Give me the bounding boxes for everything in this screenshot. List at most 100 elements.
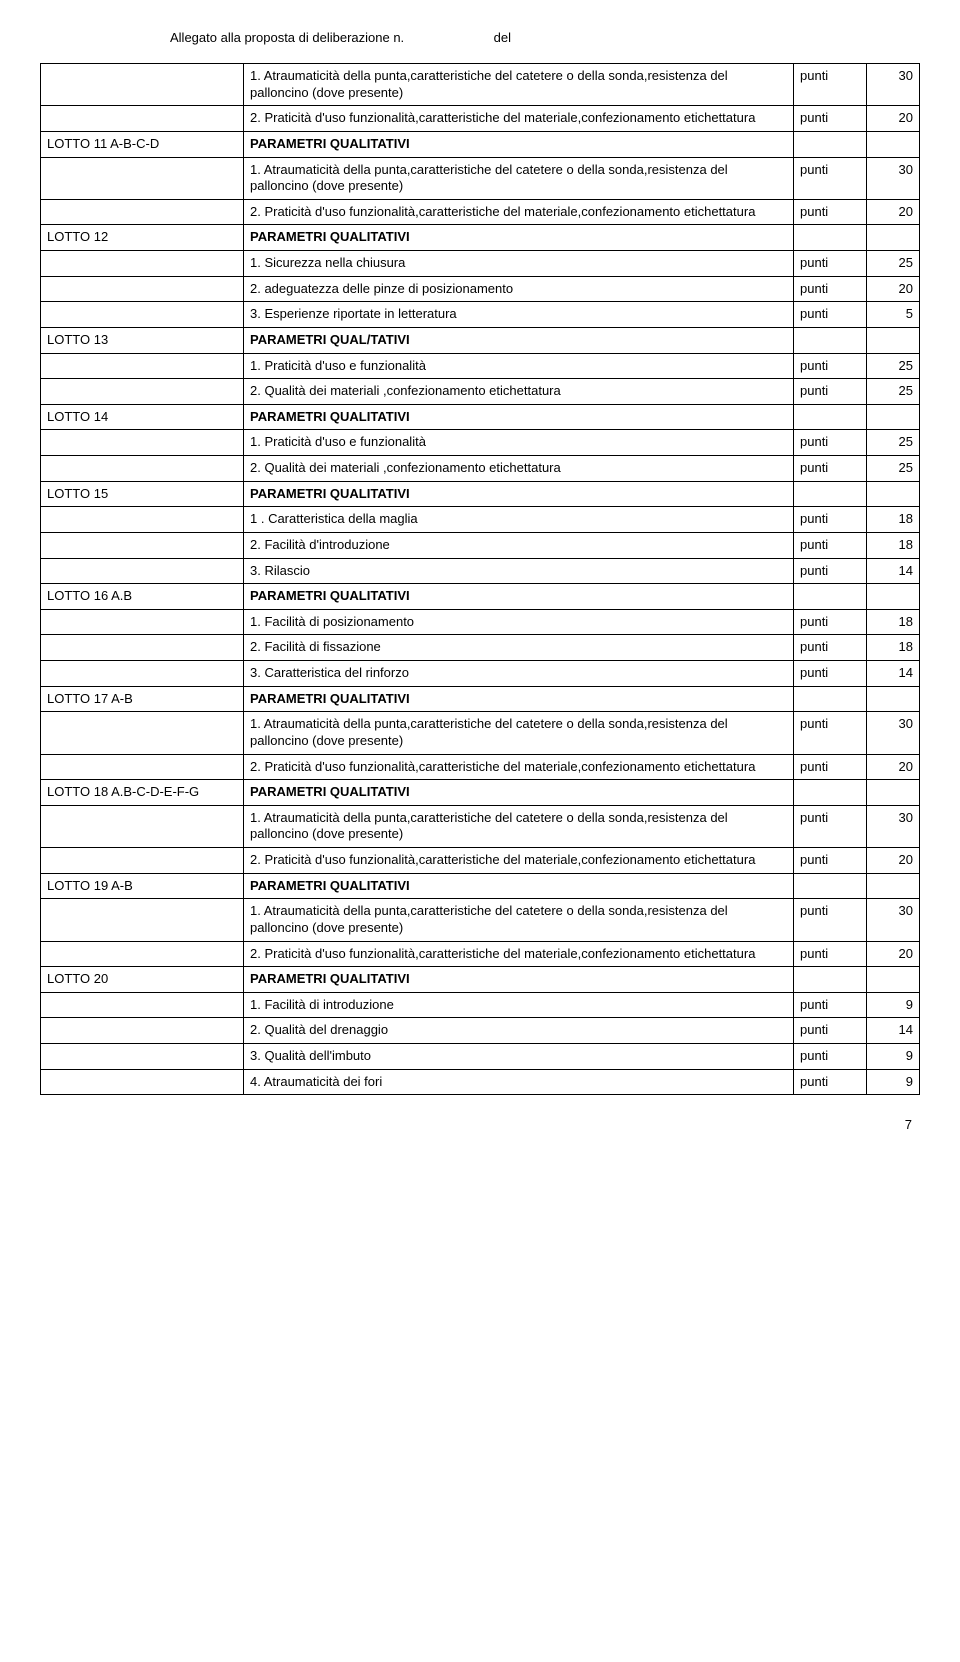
page-number: 7 [40,1117,920,1132]
header-right: del [494,30,534,45]
value: 30 [867,157,920,199]
value: 25 [867,353,920,379]
section-header: PARAMETRI QUALITATIVI [244,584,794,610]
table-row: 3. Esperienze riportate in letteratura p… [41,302,920,328]
table-row: 2. Praticità d'uso funzionalità,caratter… [41,848,920,874]
table-row: 1. Atraumaticità della punta,caratterist… [41,899,920,941]
table-row: 3. Rilascio punti 14 [41,558,920,584]
table-row: 2. Qualità del drenaggio punti 14 [41,1018,920,1044]
table-row: LOTTO 18 A.B-C-D-E-F-G PARAMETRI QUALITA… [41,780,920,806]
unit-label: punti [794,609,867,635]
lotto-label: LOTTO 16 A.B [41,584,244,610]
table-row: 1. Facilità di posizionamento punti 18 [41,609,920,635]
value: 18 [867,609,920,635]
section-header: PARAMETRI QUAL/TATIVI [244,327,794,353]
criteria-text: 2. Praticità d'uso funzionalità,caratter… [244,106,794,132]
table-row: 2. Praticità d'uso funzionalità,caratter… [41,199,920,225]
section-header: PARAMETRI QUALITATIVI [244,481,794,507]
lotto-label: LOTTO 18 A.B-C-D-E-F-G [41,780,244,806]
section-header: PARAMETRI QUALITATIVI [244,873,794,899]
unit-label: punti [794,941,867,967]
unit-label: punti [794,507,867,533]
criteria-text: 2. Qualità dei materiali ,confezionament… [244,379,794,405]
criteria-text: 1. Sicurezza nella chiusura [244,251,794,277]
page-header: Allegato alla proposta di deliberazione … [40,30,920,45]
criteria-text: 2. Praticità d'uso funzionalità,caratter… [244,941,794,967]
value: 14 [867,661,920,687]
unit-label: punti [794,661,867,687]
table-row: 1. Atraumaticità della punta,caratterist… [41,157,920,199]
value: 30 [867,805,920,847]
value: 14 [867,1018,920,1044]
value: 30 [867,64,920,106]
unit-label: punti [794,992,867,1018]
unit-label: punti [794,558,867,584]
table-row: LOTTO 15 PARAMETRI QUALITATIVI [41,481,920,507]
table-row: LOTTO 20 PARAMETRI QUALITATIVI [41,967,920,993]
criteria-text: 3. Rilascio [244,558,794,584]
lotto-label: LOTTO 11 A-B-C-D [41,131,244,157]
unit-label: punti [794,848,867,874]
table-row: LOTTO 13 PARAMETRI QUAL/TATIVI [41,327,920,353]
unit-label: punti [794,379,867,405]
unit-label: punti [794,302,867,328]
criteria-text: 2. adeguatezza delle pinze di posizionam… [244,276,794,302]
section-header: PARAMETRI QUALITATIVI [244,686,794,712]
criteria-text: 1. Praticità d'uso e funzionalità [244,430,794,456]
unit-label: punti [794,754,867,780]
criteria-text: 1 . Caratteristica della maglia [244,507,794,533]
value: 18 [867,532,920,558]
unit-label: punti [794,532,867,558]
criteria-text: 3. Esperienze riportate in letteratura [244,302,794,328]
table-row: 1. Facilità di introduzione punti 9 [41,992,920,1018]
lotto-label: LOTTO 13 [41,327,244,353]
criteria-text: 3. Caratteristica del rinforzo [244,661,794,687]
section-header: PARAMETRI QUALITATIVI [244,967,794,993]
section-header: PARAMETRI QUALITATIVI [244,225,794,251]
unit-label: punti [794,64,867,106]
table-row: LOTTO 17 A-B PARAMETRI QUALITATIVI [41,686,920,712]
section-header: PARAMETRI QUALITATIVI [244,131,794,157]
criteria-text: 2. Facilità di fissazione [244,635,794,661]
table-row: 2. Facilità di fissazione punti 18 [41,635,920,661]
value: 18 [867,635,920,661]
lotto-label: LOTTO 17 A-B [41,686,244,712]
unit-label: punti [794,635,867,661]
table-row: 1. Praticità d'uso e funzionalità punti … [41,353,920,379]
table-row: 3. Qualità dell'imbuto punti 9 [41,1044,920,1070]
value: 20 [867,941,920,967]
value: 20 [867,276,920,302]
criteria-text: 2. Facilità d'introduzione [244,532,794,558]
table-row: LOTTO 16 A.B PARAMETRI QUALITATIVI [41,584,920,610]
unit-label: punti [794,430,867,456]
unit-label: punti [794,276,867,302]
criteria-text: 1. Atraumaticità della punta,caratterist… [244,64,794,106]
unit-label: punti [794,1018,867,1044]
unit-label: punti [794,456,867,482]
criteria-text: 2. Praticità d'uso funzionalità,caratter… [244,848,794,874]
table-row: 1. Sicurezza nella chiusura punti 25 [41,251,920,277]
criteria-text: 2. Qualità del drenaggio [244,1018,794,1044]
lotto-label: LOTTO 15 [41,481,244,507]
criteria-text: 2. Praticità d'uso funzionalità,caratter… [244,754,794,780]
criteria-text: 1. Praticità d'uso e funzionalità [244,353,794,379]
table-row: 1. Atraumaticità della punta,caratterist… [41,64,920,106]
criteria-text: 2. Praticità d'uso funzionalità,caratter… [244,199,794,225]
table-row: 1. Praticità d'uso e funzionalità punti … [41,430,920,456]
section-header: PARAMETRI QUALITATIVI [244,404,794,430]
lotto-label: LOTTO 19 A-B [41,873,244,899]
criteria-text: 3. Qualità dell'imbuto [244,1044,794,1070]
value: 20 [867,199,920,225]
criteria-text: 1. Atraumaticità della punta,caratterist… [244,157,794,199]
unit-label: punti [794,157,867,199]
table-row: LOTTO 12 PARAMETRI QUALITATIVI [41,225,920,251]
unit-label: punti [794,712,867,754]
value: 20 [867,754,920,780]
unit-label: punti [794,1044,867,1070]
unit-label: punti [794,251,867,277]
lotto-label: LOTTO 14 [41,404,244,430]
header-left: Allegato alla proposta di deliberazione … [170,30,490,45]
value: 9 [867,992,920,1018]
table-row: 3. Caratteristica del rinforzo punti 14 [41,661,920,687]
table-row: 1. Atraumaticità della punta,caratterist… [41,712,920,754]
